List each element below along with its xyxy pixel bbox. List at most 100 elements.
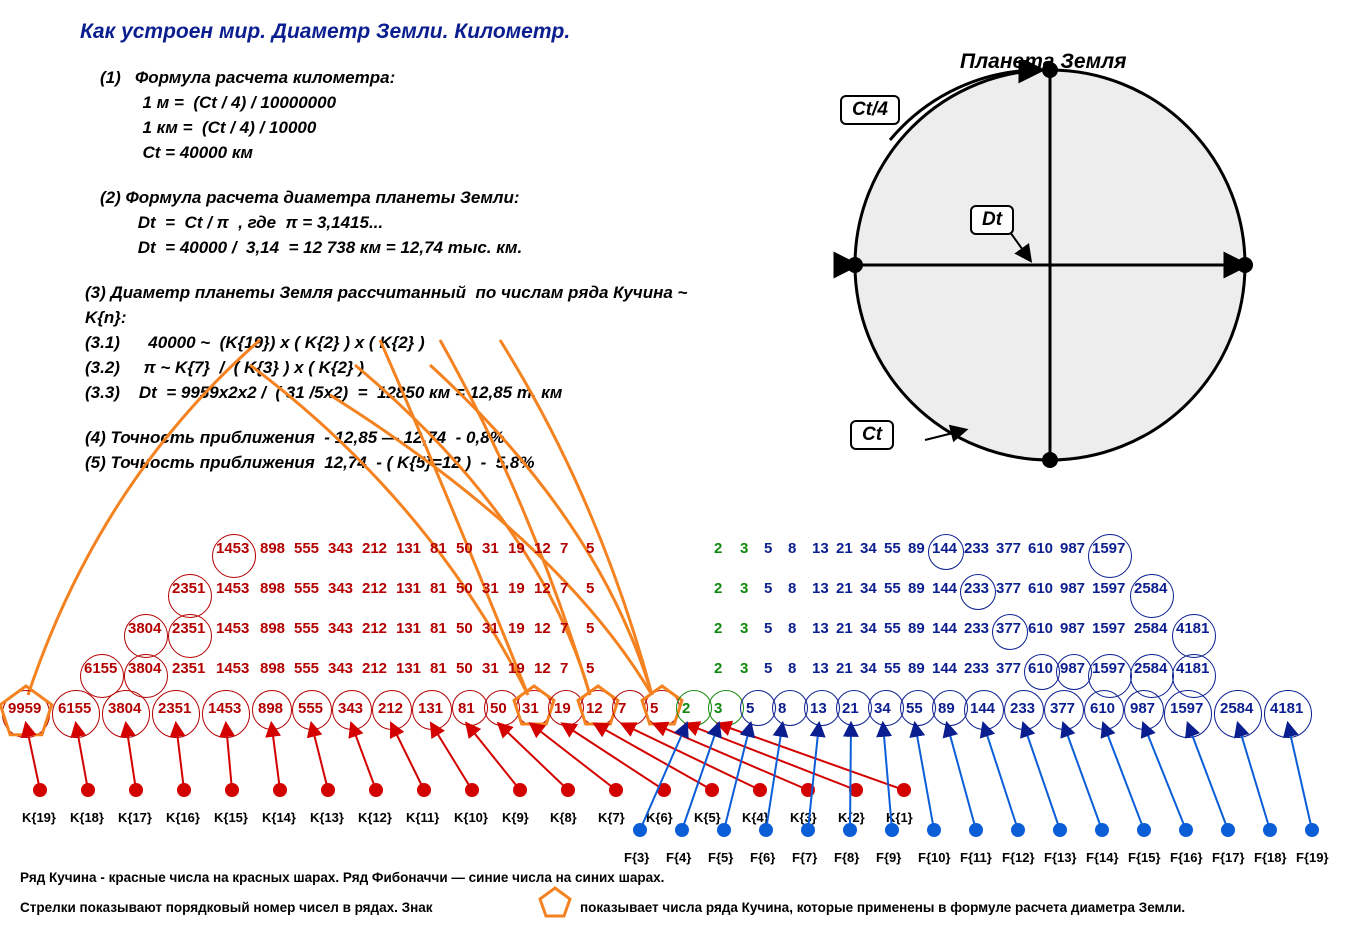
page-title: Как устроен мир. Диаметр Земли. Километр…: [80, 20, 570, 44]
ring-row5: [202, 690, 250, 738]
num-blue: 8: [788, 580, 796, 597]
num-red: 7: [560, 620, 568, 637]
num-red: 19: [508, 620, 525, 637]
num-blue: 987: [1060, 620, 1085, 637]
k-label: K{7}: [598, 810, 625, 825]
ring-row5: [676, 690, 712, 726]
ring-row5: [1004, 690, 1044, 730]
num-red: 31: [482, 580, 499, 597]
footer-line2b: показывает числа ряда Кучина, которые пр…: [580, 900, 1185, 915]
num-red: 19: [508, 580, 525, 597]
ring-row5: [372, 690, 412, 730]
num-red: 5: [586, 580, 594, 597]
f-label: F{11}: [960, 850, 992, 865]
k-label: K{16}: [166, 810, 200, 825]
num-green: 3: [740, 540, 748, 557]
num-red: 81: [430, 540, 447, 557]
num-blue: 377: [996, 580, 1021, 597]
earth-diagram: [830, 60, 1270, 500]
num-blue: 144: [932, 580, 957, 597]
k-label: K{18}: [70, 810, 104, 825]
num-blue: 89: [908, 540, 925, 557]
num-green: 3: [740, 580, 748, 597]
k-label: K{1}: [886, 810, 913, 825]
f-label: F{13}: [1044, 850, 1077, 865]
num-red: 5: [586, 620, 594, 637]
num-blue: 377: [996, 660, 1021, 677]
text-l2: 1 м = (Ct / 4) / 10000000: [100, 90, 336, 116]
k-label: K{8}: [550, 810, 577, 825]
num-blue: 233: [964, 660, 989, 677]
num-red: 12: [534, 620, 551, 637]
num-blue: 2584: [1134, 620, 1167, 637]
num-red: 31: [482, 620, 499, 637]
text-l11: (3.3) Dt = 9959x2x2 / ( 31 /5x2) = 12850…: [85, 380, 562, 406]
num-blue: 34: [860, 660, 877, 677]
k-label: K{19}: [22, 810, 56, 825]
num-red: 2351: [172, 660, 205, 677]
num-blue: 89: [908, 620, 925, 637]
ring-row5: [1124, 690, 1164, 730]
num-blue: 21: [836, 540, 853, 557]
f-label: F{15}: [1128, 850, 1161, 865]
num-blue: 5: [764, 660, 772, 677]
ring-red: [212, 534, 256, 578]
text-l4: Ct = 40000 км: [100, 140, 253, 166]
num-blue: 8: [788, 660, 796, 677]
ring-row5: [964, 690, 1004, 730]
num-blue: 89: [908, 660, 925, 677]
k-label: K{9}: [502, 810, 529, 825]
num-red: 12: [534, 540, 551, 557]
num-blue: 21: [836, 620, 853, 637]
num-red: 19: [508, 540, 525, 557]
ring-blue: [992, 614, 1028, 650]
num-blue: 13: [812, 540, 829, 557]
num-red: 212: [362, 580, 387, 597]
text-l5: (2) Формула расчета диаметра планеты Зем…: [100, 185, 520, 211]
num-red: 131: [396, 660, 421, 677]
num-blue: 144: [932, 620, 957, 637]
k-label: K{14}: [262, 810, 296, 825]
num-red: 555: [294, 660, 319, 677]
f-label: F{5}: [708, 850, 733, 865]
ring-row5: [900, 690, 936, 726]
num-red: 898: [260, 660, 285, 677]
num-green: 2: [714, 580, 722, 597]
k-label: K{5}: [694, 810, 721, 825]
f-label: F{12}: [1002, 850, 1035, 865]
f-label: F{14}: [1086, 850, 1119, 865]
f-label: F{17}: [1212, 850, 1245, 865]
k-label: K{4}: [742, 810, 769, 825]
ring-row5: [772, 690, 808, 726]
num-red: 5: [586, 540, 594, 557]
num-red: 898: [260, 620, 285, 637]
num-blue: 233: [964, 620, 989, 637]
num-green: 2: [714, 620, 722, 637]
num-red: 12: [534, 580, 551, 597]
text-l8b: K{n}:: [85, 305, 127, 331]
num-red: 898: [260, 540, 285, 557]
num-red: 81: [430, 620, 447, 637]
num-blue: 144: [932, 660, 957, 677]
k-label: K{6}: [646, 810, 673, 825]
num-red: 81: [430, 660, 447, 677]
ring-row5: [292, 690, 332, 730]
ring-red: [168, 574, 212, 618]
num-blue: 21: [836, 660, 853, 677]
num-blue: 1597: [1092, 620, 1125, 637]
f-label: F{4}: [666, 850, 691, 865]
num-blue: 13: [812, 580, 829, 597]
text-l12: (4) Точность приближения - 12,85 — 12,74…: [85, 425, 505, 451]
num-blue: 21: [836, 580, 853, 597]
ring-row5: [932, 690, 968, 726]
num-red: 1453: [216, 580, 249, 597]
text-l7: Dt = 40000 / 3,14 = 12 738 км = 12,74 ты…: [100, 235, 522, 261]
f-label: F{19}: [1296, 850, 1329, 865]
k-label: K{15}: [214, 810, 248, 825]
num-blue: 34: [860, 580, 877, 597]
earth-ct4: Ct/4: [840, 95, 900, 125]
num-red: 212: [362, 620, 387, 637]
ring-row5: [452, 690, 488, 726]
ring-row5: [1044, 690, 1084, 730]
text-l6: Dt = Ct / π , где π = 3,1415...: [100, 210, 383, 236]
